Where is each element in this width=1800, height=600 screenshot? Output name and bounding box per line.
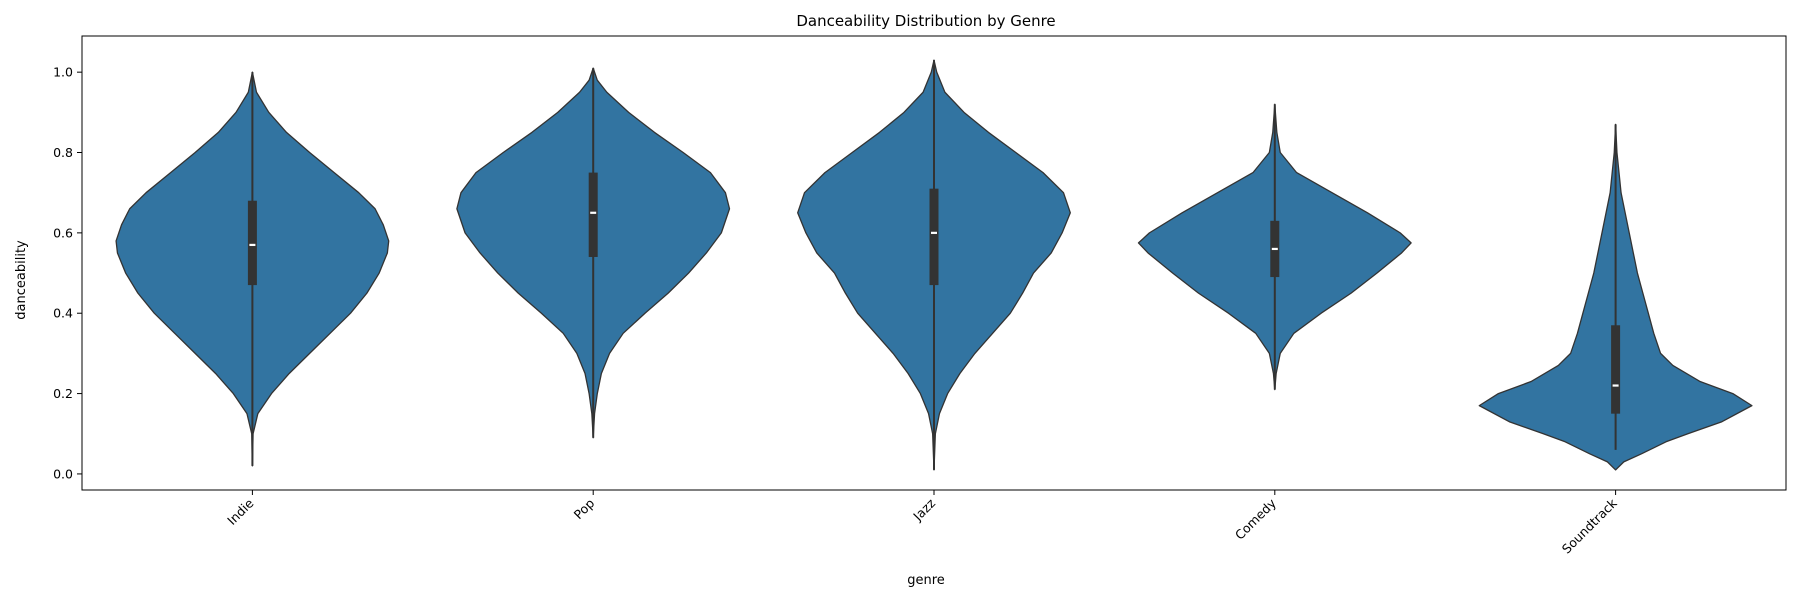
x-tick-label: Comedy [1232, 495, 1280, 543]
y-tick-label: 0.6 [53, 225, 73, 240]
x-axis: Indie Pop Jazz Comedy Soundtrack [224, 490, 1620, 556]
x-axis-label: genre [907, 573, 945, 588]
violin-jazz [797, 59, 1071, 471]
y-tick-label: 0.2 [53, 386, 73, 401]
violin-comedy [1137, 103, 1412, 391]
plot-area [115, 59, 1753, 471]
iqr-box [929, 188, 939, 286]
y-tick-label: 0.4 [53, 306, 73, 321]
violin-pop [456, 67, 731, 439]
x-tick-label: Soundtrack [1559, 495, 1620, 556]
iqr-box [1611, 325, 1621, 414]
y-tick-label: 0.8 [53, 145, 73, 160]
y-tick-label: 1.0 [53, 65, 73, 80]
y-tick-label: 0.0 [53, 466, 73, 481]
violin-soundtrack [1478, 123, 1753, 471]
chart-title: Danceability Distribution by Genre [796, 12, 1055, 30]
iqr-box [588, 172, 598, 257]
y-axis: 0.0 0.2 0.4 0.6 0.8 1.0 [53, 65, 82, 481]
x-tick-label: Jazz [909, 495, 938, 524]
violin-indie [115, 71, 390, 467]
iqr-box [247, 200, 257, 286]
x-tick-label: Indie [224, 495, 257, 528]
x-tick-label: Pop [571, 495, 598, 522]
y-axis-label: danceability [14, 240, 29, 320]
